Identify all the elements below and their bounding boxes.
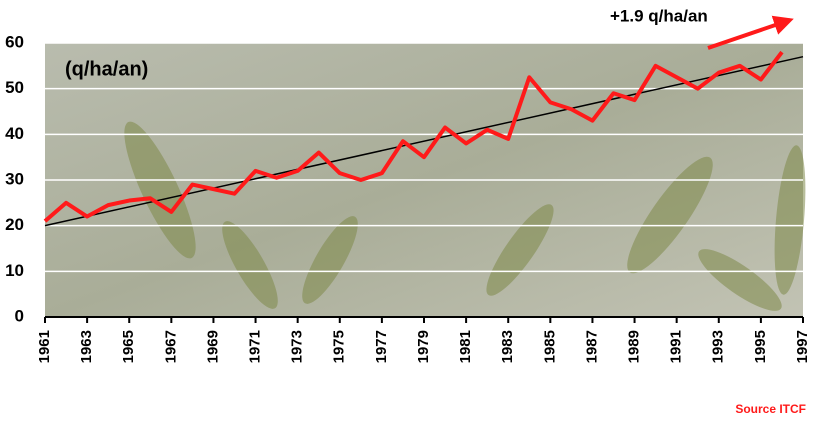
x-tick-label: 1963 [78, 330, 95, 363]
y-tick-label: 40 [5, 124, 24, 143]
x-tick-label: 1975 [331, 330, 348, 363]
x-tick-label: 1983 [499, 330, 516, 363]
y-tick-label: 0 [15, 306, 24, 325]
unit-label: (q/ha/an) [65, 58, 148, 80]
chart: (q/ha/an) +1.9 q/ha/an Source ITCF 0 10 20… [0, 0, 817, 425]
x-tick-label: 1969 [204, 330, 221, 363]
y-tick-label: 30 [5, 169, 24, 188]
y-tick-label: 60 [5, 32, 24, 51]
x-tick-label: 1991 [668, 330, 685, 363]
x-tick-label: 1965 [120, 330, 137, 363]
x-tick-label: 1973 [289, 330, 306, 363]
y-tick-label: 20 [5, 215, 24, 234]
x-tick-label: 1977 [373, 330, 390, 363]
x-tick-label: 1967 [162, 330, 179, 363]
x-tick-label: 1981 [457, 330, 474, 363]
x-tick-label: 1993 [710, 330, 727, 363]
source-label: Source ITCF [735, 402, 806, 416]
trend-label: +1.9 q/ha/an [610, 6, 708, 25]
x-tick-label: 1997 [794, 330, 811, 363]
y-tick-label: 50 [5, 78, 24, 97]
x-tick-label: 1971 [247, 330, 264, 363]
x-tick-label: 1989 [626, 330, 643, 363]
x-tick-label: 1987 [583, 330, 600, 363]
x-tick-label: 1985 [541, 330, 558, 363]
x-tick-label: 1979 [415, 330, 432, 363]
x-tick-label: 1995 [752, 330, 769, 363]
x-tick-label: 1961 [36, 330, 53, 363]
y-tick-label: 10 [5, 261, 24, 280]
